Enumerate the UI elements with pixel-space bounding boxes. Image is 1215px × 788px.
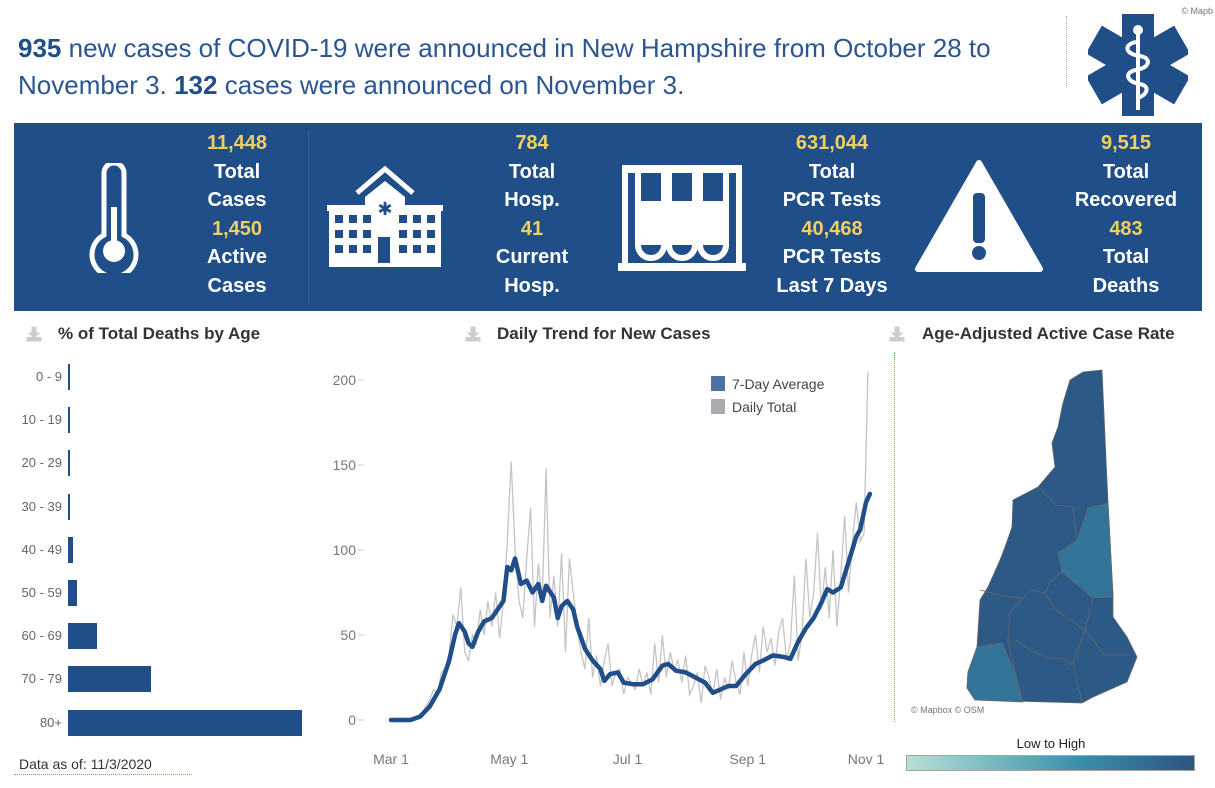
age-bar[interactable] bbox=[68, 580, 77, 606]
total-cases-value: 11,448 bbox=[206, 132, 268, 154]
tests-stat: 631,044 Total PCR Tests 40,468 PCR Tests… bbox=[747, 129, 917, 300]
daily-new-cases: 132 bbox=[174, 70, 218, 100]
age-bar[interactable] bbox=[68, 364, 70, 390]
total-cases-label: Total bbox=[213, 160, 261, 183]
legend-label: Low to High bbox=[1016, 736, 1086, 751]
age-bar[interactable] bbox=[68, 493, 70, 520]
recovered-label-2: Recovered bbox=[1074, 189, 1178, 211]
y-tick-label: 150 bbox=[333, 457, 357, 473]
outcomes-stat: 9,515 Total Recovered 483 Total Deaths bbox=[1041, 129, 1211, 300]
age-bar[interactable] bbox=[68, 407, 70, 434]
age-bar[interactable] bbox=[68, 536, 74, 563]
map-title: Age-Adjusted Active Case Rate bbox=[922, 324, 1175, 343]
divider bbox=[1066, 16, 1067, 88]
x-tick-label: Mar 1 bbox=[373, 751, 409, 767]
recent-tests-value: 40,468 bbox=[801, 217, 863, 240]
legend-entry: Daily Total bbox=[732, 399, 796, 415]
active-cases-value: 1,450 bbox=[211, 217, 263, 240]
map-attribution: © Mapbox © OSM bbox=[911, 705, 985, 715]
weekly-new-cases: 935 bbox=[18, 33, 62, 63]
star-of-life-icon bbox=[1088, 14, 1188, 116]
age-bar[interactable] bbox=[68, 623, 98, 650]
y-tick-label: 100 bbox=[333, 542, 357, 558]
headline: 935 new cases of COVID-19 were announced… bbox=[18, 30, 1058, 104]
recovered-label: Total bbox=[1102, 160, 1150, 183]
summary-banner: 11,448 Total Cases 1,450 Active Cases ✱ … bbox=[14, 123, 1202, 311]
divider bbox=[894, 352, 895, 722]
divider bbox=[308, 131, 309, 303]
recent-tests-label: PCR Tests bbox=[782, 246, 882, 268]
county-borders bbox=[979, 486, 1128, 704]
legend-entry: 7-Day Average bbox=[732, 376, 825, 392]
total-cases-label-2: Cases bbox=[207, 189, 267, 211]
age-label: 80+ bbox=[39, 714, 62, 730]
daily-trend-title: Daily Trend for New Cases bbox=[497, 324, 711, 343]
test-tubes-icon bbox=[618, 165, 746, 271]
deaths-label: Total bbox=[1102, 246, 1150, 268]
download-icon[interactable] bbox=[889, 326, 905, 342]
warning-icon bbox=[915, 160, 1043, 272]
active-cases-label-2: Cases bbox=[207, 274, 267, 297]
age-bar[interactable] bbox=[68, 450, 70, 477]
legend-swatch bbox=[711, 376, 725, 391]
current-hosp-value: 41 bbox=[520, 217, 544, 240]
current-hosp-label: Current bbox=[495, 246, 569, 268]
headline-text-2: cases were announced on November 3. bbox=[217, 70, 685, 100]
deaths-label-2: Deaths bbox=[1092, 274, 1160, 297]
x-tick-label: May 1 bbox=[490, 751, 528, 767]
seven-day-average-line[interactable] bbox=[388, 491, 873, 723]
thermometer-icon bbox=[89, 163, 139, 273]
age-label: 30 - 39 bbox=[21, 498, 62, 514]
total-tests-label: Total bbox=[808, 160, 856, 183]
active-cases-label: Active bbox=[206, 246, 268, 268]
y-tick-label: 50 bbox=[340, 627, 356, 643]
map-region-cheshire[interactable] bbox=[966, 642, 1024, 703]
data-as-of: Data as of: 11/3/2020 bbox=[19, 756, 152, 772]
cases-stat: 11,448 Total Cases 1,450 Active Cases bbox=[152, 129, 322, 300]
age-label: 50 - 59 bbox=[21, 585, 62, 600]
total-tests-value: 631,044 bbox=[795, 132, 869, 154]
current-hosp-label-2: Hosp. bbox=[504, 274, 560, 297]
hospital-icon: ✱ bbox=[327, 165, 443, 267]
y-tick-label: 200 bbox=[333, 372, 357, 388]
total-tests-label-2: PCR Tests bbox=[782, 189, 882, 211]
x-tick-label: Nov 1 bbox=[848, 751, 885, 767]
age-bar[interactable] bbox=[68, 709, 302, 736]
corner-attribution: © Mapb bbox=[1181, 6, 1213, 16]
map-region-carroll[interactable] bbox=[1057, 502, 1114, 599]
total-hosp-value: 784 bbox=[515, 132, 549, 154]
age-label: 20 - 29 bbox=[21, 455, 62, 471]
x-tick-label: Jul 1 bbox=[613, 751, 643, 767]
age-label: 10 - 19 bbox=[21, 412, 62, 428]
daily-total-line[interactable] bbox=[391, 371, 869, 721]
x-tick-label: Sep 1 bbox=[729, 751, 766, 767]
age-label: 40 - 49 bbox=[21, 541, 62, 557]
daily-trend-chart: 0 50 100 150 200 Mar 1 May 1 Jul 1 Sep 1 Nov 1 7-D… bbox=[333, 371, 885, 767]
deaths-value: 483 bbox=[1109, 217, 1143, 240]
legend-swatch bbox=[711, 399, 725, 414]
deaths-by-age-title: % of Total Deaths by Age bbox=[58, 324, 261, 343]
divider bbox=[14, 774, 192, 775]
recent-tests-label-2: Last 7 Days bbox=[776, 274, 888, 297]
recovered-value: 9,515 bbox=[1100, 132, 1152, 154]
download-icon[interactable] bbox=[465, 326, 481, 342]
total-hosp-label-2: Hosp. bbox=[504, 189, 560, 211]
total-hosp-label: Total bbox=[508, 160, 556, 183]
map-region-north[interactable] bbox=[966, 369, 1138, 704]
age-label: 60 - 69 bbox=[21, 628, 62, 644]
age-label: 0 - 9 bbox=[35, 369, 62, 384]
headline-text-1: new cases of COVID-19 were announced in … bbox=[18, 33, 991, 100]
hospitalization-stat: 784 Total Hosp. 41 Current Hosp. bbox=[447, 129, 617, 300]
svg-text:✱: ✱ bbox=[377, 199, 392, 219]
y-tick-label: 0 bbox=[348, 712, 356, 728]
download-icon[interactable] bbox=[26, 326, 42, 342]
color-legend-bar bbox=[906, 755, 1195, 771]
age-label: 70 - 79 bbox=[21, 671, 62, 687]
age-bar[interactable] bbox=[68, 666, 151, 693]
